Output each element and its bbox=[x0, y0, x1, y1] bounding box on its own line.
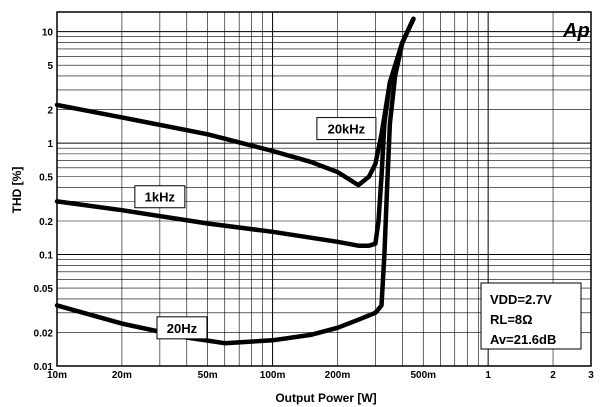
y-tick-label: 0.05 bbox=[34, 284, 54, 295]
series-layer bbox=[54, 16, 416, 346]
y-tick-label: 5 bbox=[47, 61, 53, 72]
y-tick-label: 0.1 bbox=[39, 251, 53, 262]
y-tick-labels: 0.01 0.02 0.05 0.1 0.2 0.5 1 2 5 10 bbox=[34, 28, 54, 373]
x-tick-label: 2 bbox=[550, 370, 556, 381]
y-tick-label: 0.01 bbox=[34, 362, 54, 373]
x-tick-label: 10m bbox=[47, 370, 67, 381]
ap-logo-text: Ap bbox=[562, 20, 590, 42]
condition-vdd: VDD=2.7V bbox=[490, 292, 552, 307]
x-tick-label: 20m bbox=[112, 370, 132, 381]
y-axis-title: THD [%] bbox=[10, 167, 24, 214]
y-tick-label: 0.5 bbox=[39, 173, 53, 184]
ap-logo: Ap bbox=[562, 20, 590, 42]
x-axis-title: Output Power [W] bbox=[275, 391, 376, 405]
curve-label-20hz: 20Hz bbox=[156, 316, 208, 340]
y-tick-label: 0.2 bbox=[39, 217, 53, 228]
y-tick-label: 2 bbox=[47, 106, 53, 117]
x-tick-labels: 10m 20m 50m 100m 200m 500m 1 2 3 bbox=[47, 370, 594, 381]
x-tick-label: 50m bbox=[198, 370, 218, 381]
curve-label-box bbox=[156, 316, 208, 340]
x-tick-label: 3 bbox=[588, 370, 594, 381]
plot-area-frame bbox=[56, 11, 592, 367]
series-line-20hz bbox=[54, 16, 416, 346]
curve-label-box bbox=[316, 117, 377, 141]
series-line-1khz bbox=[54, 16, 416, 248]
curve-label-20khz: 20kHz bbox=[316, 117, 377, 141]
y-tick-label: 1 bbox=[47, 139, 53, 150]
conditions-box: VDD=2.7V RL=8Ω Av=21.6dB bbox=[480, 282, 582, 350]
curve-label-text: 20kHz bbox=[328, 122, 366, 137]
curve-label-text: 20Hz bbox=[167, 321, 198, 336]
x-tick-label: 500m bbox=[410, 370, 436, 381]
x-tick-label: 200m bbox=[325, 370, 351, 381]
condition-rl: RL=8Ω bbox=[490, 312, 533, 327]
condition-av: Av=21.6dB bbox=[490, 332, 556, 347]
curve-label-1khz: 1kHz bbox=[134, 185, 186, 209]
y-tick-label: 10 bbox=[42, 28, 54, 39]
x-tick-label: 1 bbox=[485, 370, 491, 381]
curve-label-text: 1kHz bbox=[145, 190, 176, 205]
x-tick-label: 100m bbox=[260, 370, 286, 381]
curve-label-box bbox=[134, 185, 186, 209]
minor-grid bbox=[57, 12, 592, 366]
curve-labels: 20kHz 1kHz 20Hz bbox=[134, 117, 377, 340]
y-tick-label: 0.02 bbox=[34, 328, 54, 339]
